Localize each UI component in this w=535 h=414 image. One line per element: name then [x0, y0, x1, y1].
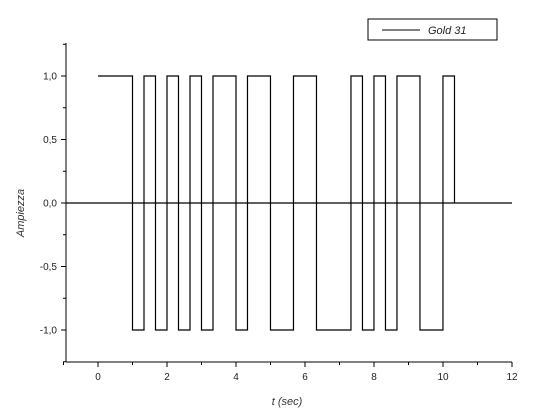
y-tick-label: 1,0 — [43, 72, 57, 83]
x-tick-label: 12 — [506, 372, 518, 383]
x-tick-label: 2 — [164, 372, 170, 383]
x-tick-label: 6 — [302, 372, 308, 383]
y-tick-label: 0,0 — [43, 199, 57, 210]
legend-box — [367, 18, 498, 41]
y-tick-label: -0,5 — [40, 262, 58, 273]
x-tick-label: 8 — [371, 372, 377, 383]
x-tick-label: 0 — [95, 372, 101, 383]
ticks: 0 2 4 6 8 10 12 -1,0 -0,5 0,0 0,5 1,0 — [40, 43, 518, 383]
x-axis-label: t (sec) — [272, 396, 303, 408]
x-tick-label: 10 — [437, 372, 449, 383]
series-line-gold-31 — [98, 75, 456, 331]
legend: Gold 31 — [367, 18, 498, 41]
plot-area — [98, 75, 456, 331]
y-axis-label: Ampiezza — [15, 189, 27, 238]
y-tick-label: 0,5 — [43, 135, 57, 146]
y-tick-label: -1,0 — [40, 326, 58, 337]
x-tick-label: 4 — [233, 372, 239, 383]
legend-entry-gold-31: Gold 31 — [428, 25, 467, 37]
